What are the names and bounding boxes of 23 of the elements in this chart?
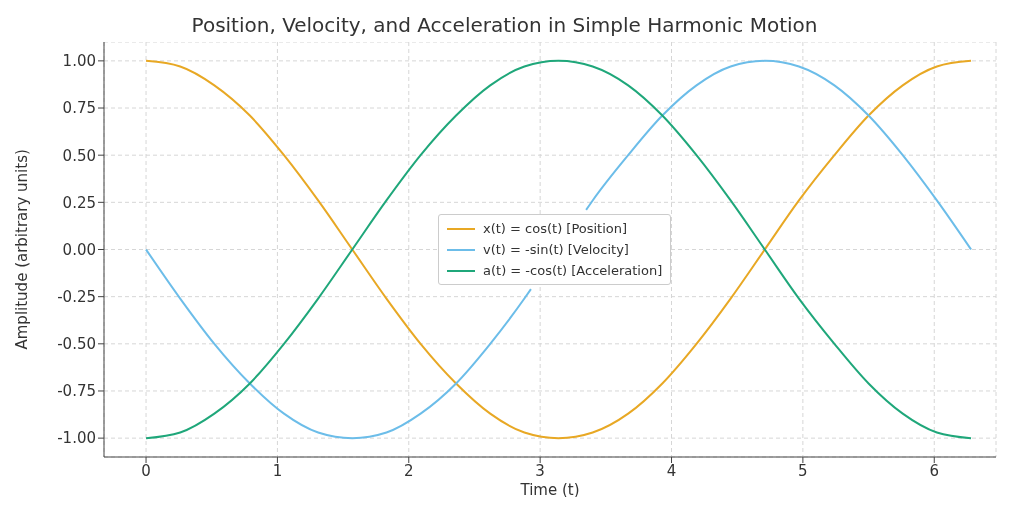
x-tick-label: 6 (929, 461, 940, 480)
x-tick-label: 3 (535, 461, 545, 480)
x-axis-title: Time (t) (519, 481, 580, 499)
x-tick-label: 0 (141, 461, 151, 480)
y-tick-label: 0.50 (62, 146, 96, 165)
chart-title: Position, Velocity, and Acceleration in Simple Harmonic Motion (190, 12, 819, 39)
y-tick-label: -0.50 (57, 335, 96, 354)
y-tick-label: -1.00 (57, 429, 96, 448)
y-tick-label: 0.25 (62, 193, 96, 212)
x-tick-label: 1 (272, 461, 283, 480)
y-tick-label: -0.25 (57, 287, 96, 306)
y-tick-label: 0.75 (62, 99, 96, 118)
y-tick-label: 1.00 (62, 52, 96, 71)
x-tick-label: 5 (798, 461, 808, 480)
y-axis-title: Amplitude (arbitrary units) (13, 149, 32, 350)
x-tick-label: 4 (666, 461, 677, 480)
line-series (145, 59, 973, 440)
legend-label: v(t) = -sin(t) [Velocity] (483, 241, 629, 259)
legend-label: x(t) = cos(t) [Position] (483, 220, 628, 238)
legend-label: a(t) = -cos(t) [Acceleration] (483, 262, 663, 280)
y-tick-label: -0.75 (57, 382, 96, 401)
y-tick-label: 0.00 (62, 240, 96, 259)
x-tick-label: 2 (404, 461, 414, 480)
